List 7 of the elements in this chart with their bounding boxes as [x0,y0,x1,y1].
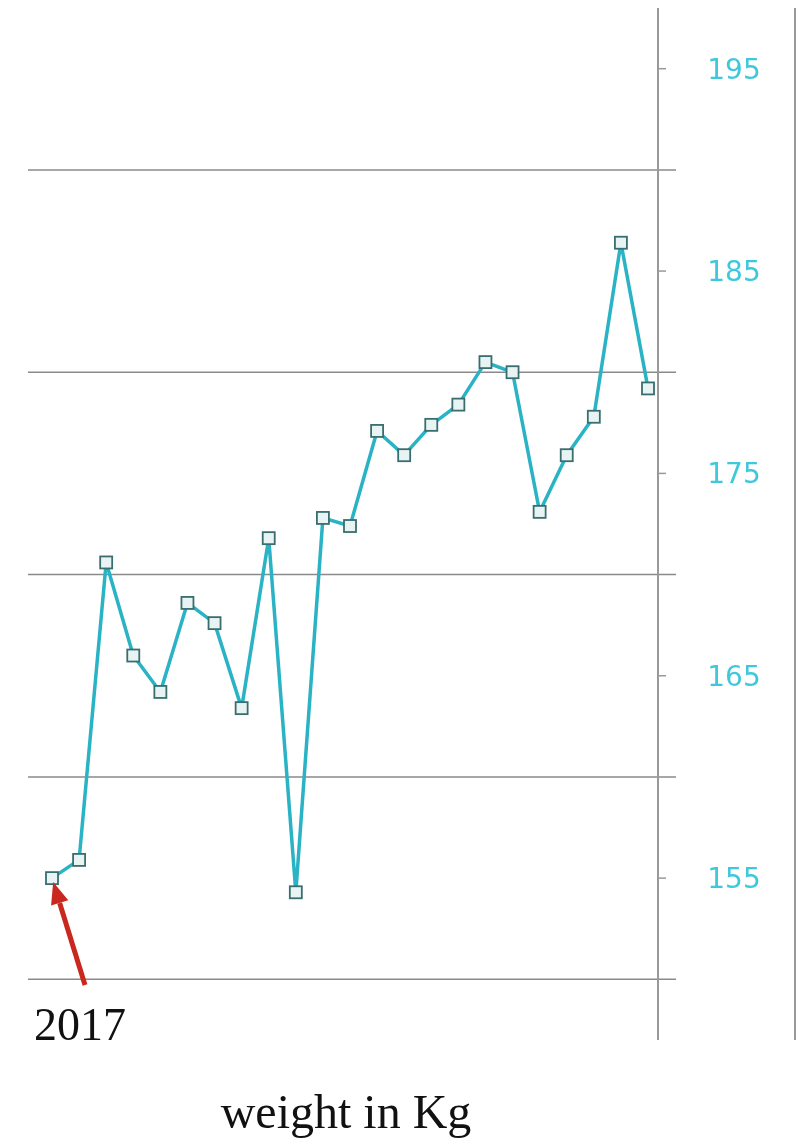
y-tick-label: 155 [707,861,761,895]
y-tick-label: 195 [707,52,761,86]
annotation: 2017 [34,999,126,1050]
y-tick-label: 165 [707,659,761,693]
y-tick-label: 185 [707,254,761,288]
x-axis-title: weight in Kg [220,1085,472,1138]
y-tick-label: 175 [707,457,761,491]
